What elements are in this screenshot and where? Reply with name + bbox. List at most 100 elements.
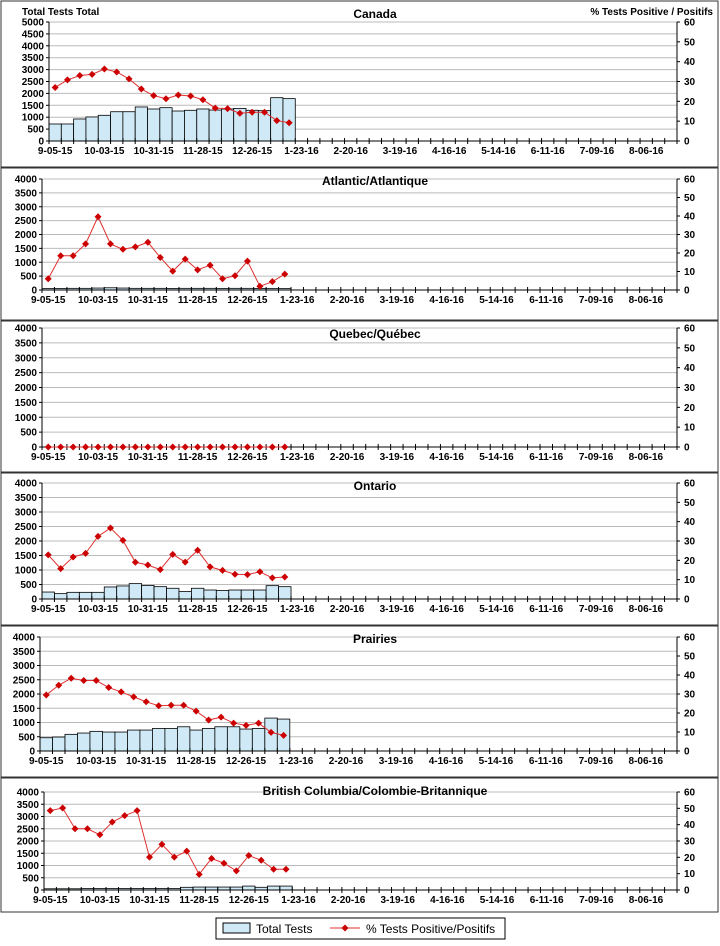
point-percent-positive — [131, 443, 139, 451]
y-tick-label: 4000 — [15, 324, 38, 335]
point-percent-positive — [42, 691, 50, 699]
y2-axis-title: % Tests Positive / Positifs — [590, 7, 713, 18]
y2-tick-label: 20 — [684, 556, 696, 567]
y-axis-title: Total Tests Total — [22, 7, 99, 18]
point-percent-positive — [208, 854, 216, 862]
y-tick-label: 3500 — [13, 647, 36, 658]
bar-total-tests — [278, 586, 292, 600]
point-percent-positive — [55, 681, 63, 689]
x-tick-label: 9-05-15 — [33, 895, 68, 906]
x-tick-label: 5-14-16 — [479, 604, 514, 615]
bar-total-tests — [189, 729, 203, 752]
point-percent-positive — [69, 443, 77, 451]
y2-tick-label: 10 — [684, 117, 696, 128]
bar-total-tests — [267, 885, 281, 891]
point-percent-positive — [232, 867, 240, 875]
x-tick-label: 8-06-16 — [629, 895, 664, 906]
point-percent-positive — [180, 701, 188, 709]
point-percent-positive — [260, 108, 268, 116]
x-tick-label: 12-26-15 — [229, 895, 269, 906]
y-tick-label: 0 — [31, 443, 37, 454]
y-tick-label: 1500 — [13, 704, 36, 715]
x-tick-label: 9-05-15 — [31, 604, 66, 615]
x-tick-label: 10-03-15 — [84, 146, 124, 157]
point-percent-positive — [57, 565, 65, 573]
y-tick-label: 1500 — [15, 244, 38, 255]
point-percent-positive — [146, 853, 153, 861]
panel-border — [0, 777, 719, 913]
y2-tick-label: 50 — [684, 37, 696, 48]
bar-total-tests — [240, 589, 255, 600]
bar-total-tests — [78, 591, 93, 600]
point-percent-positive — [133, 807, 141, 815]
y-tick-label: 3000 — [15, 202, 38, 213]
x-tick-label: 10-31-15 — [128, 295, 168, 306]
y-tick-label: 2000 — [15, 537, 38, 548]
y2-tick-label: 50 — [684, 343, 696, 354]
point-percent-positive — [117, 688, 125, 696]
y2-tick-label: 0 — [684, 747, 690, 758]
y2-tick-label: 60 — [684, 788, 696, 799]
bar-total-tests — [66, 591, 80, 600]
bar-total-tests — [265, 585, 279, 600]
x-tick-label: 1-23-16 — [280, 295, 315, 306]
x-tick-label: 10-31-15 — [134, 146, 174, 157]
point-percent-positive — [206, 563, 214, 571]
y-tick-label: 0 — [31, 286, 37, 297]
y2-tick-label: 30 — [684, 77, 696, 88]
point-percent-positive — [170, 853, 178, 861]
bar-total-tests — [116, 585, 130, 600]
y-tick-label: 3000 — [13, 661, 36, 672]
x-tick-label: 8-06-16 — [629, 146, 664, 157]
panel-border — [0, 0, 719, 168]
chart-title: British Columbia/Colombie-Britannique — [263, 784, 488, 798]
x-tick-label: 10-03-15 — [80, 895, 120, 906]
point-percent-positive — [119, 536, 127, 544]
point-percent-positive — [63, 76, 71, 84]
y-tick-label: 1000 — [15, 413, 38, 424]
x-tick-label: 4-16-16 — [429, 756, 464, 767]
point-percent-positive — [100, 65, 108, 73]
x-tick-label: 10-03-15 — [78, 604, 118, 615]
point-percent-positive — [130, 693, 138, 701]
y2-tick-label: 50 — [684, 193, 696, 204]
x-tick-label: 9-05-15 — [38, 146, 73, 157]
point-percent-positive — [57, 443, 65, 451]
y2-tick-label: 20 — [684, 249, 696, 260]
x-tick-label: 9-05-15 — [31, 452, 66, 463]
x-tick-label: 11-28-15 — [176, 756, 216, 767]
point-percent-positive — [268, 278, 276, 286]
bar-total-tests — [73, 118, 87, 142]
y2-tick-label: 30 — [684, 537, 696, 548]
y2-tick-label: 10 — [684, 728, 696, 739]
point-percent-positive — [131, 243, 139, 251]
y-tick-label: 2500 — [22, 77, 45, 88]
point-percent-positive — [105, 684, 113, 692]
bar-total-tests — [102, 731, 116, 752]
point-percent-positive — [94, 443, 102, 451]
chart-panel-2: 0 500 1000 1500 2000 2500 3000 3500 4000 0 10 20 30 4… — [0, 320, 719, 473]
bar-total-tests — [176, 726, 191, 752]
y-tick-label: 2000 — [13, 690, 36, 701]
chart-panel-3: 0 500 1000 1500 2000 2500 3000 3500 4000 0 10 20 30 4… — [0, 472, 719, 626]
point-percent-positive — [76, 72, 84, 80]
y-tick-label: 3500 — [15, 493, 38, 504]
y-tick-label: 500 — [27, 125, 44, 136]
point-percent-positive — [273, 117, 281, 125]
point-percent-positive — [285, 119, 293, 127]
x-tick-label: 7-09-16 — [579, 756, 614, 767]
bar-total-tests — [41, 591, 55, 600]
bar-total-tests — [97, 114, 111, 142]
y-tick-label: 0 — [33, 886, 39, 897]
x-tick-label: 6-11-16 — [531, 146, 565, 157]
point-percent-positive — [158, 840, 166, 848]
x-tick-label: 7-09-16 — [579, 452, 614, 463]
point-percent-positive — [194, 266, 202, 274]
bar-total-tests — [89, 730, 103, 752]
x-tick-label: 4-16-16 — [430, 895, 465, 906]
point-percent-positive — [131, 558, 139, 566]
panel-border — [0, 320, 719, 473]
point-percent-positive — [119, 443, 127, 451]
x-tick-label: 10-31-15 — [126, 756, 166, 767]
point-percent-positive — [236, 109, 244, 117]
